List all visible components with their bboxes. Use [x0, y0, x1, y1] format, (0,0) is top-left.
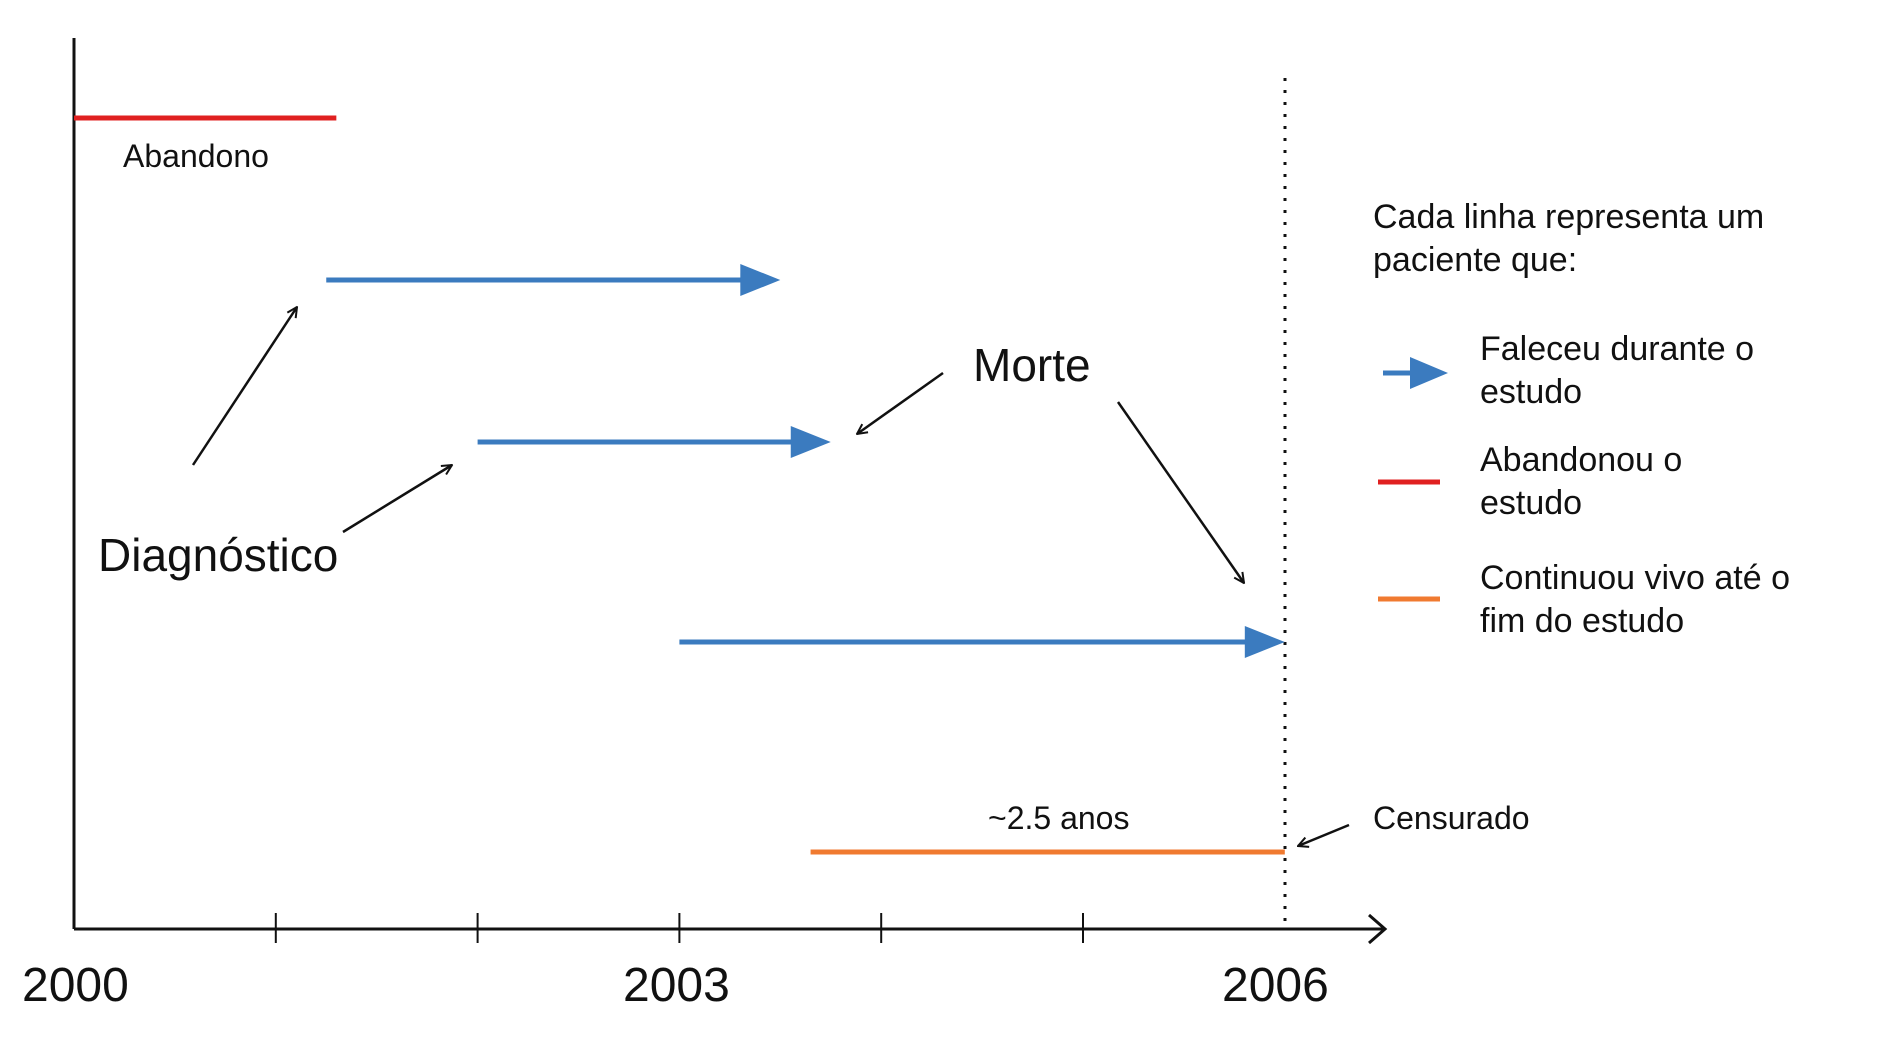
diagnosis-label: Diagnóstico [98, 529, 339, 581]
patient-death-arrowhead-2 [740, 264, 781, 296]
patient-death-arrowhead-4 [1244, 626, 1285, 658]
diagnosis-pointer-1 [191, 307, 297, 466]
censored-label: Censurado [1373, 800, 1530, 836]
x-tick-label-2000: 2000 [22, 959, 129, 1012]
x-tick-label-2003: 2003 [623, 959, 730, 1012]
censored-pointer [1298, 823, 1350, 846]
patient-death-arrowhead-3 [790, 426, 831, 458]
death-label: Morte [973, 339, 1091, 391]
duration-label: ~2.5 anos [988, 800, 1130, 836]
abandono-label: Abandono [123, 138, 269, 174]
x-axis-arrowhead [1368, 913, 1388, 945]
legend-title: Cada linha representa um paciente que: [1373, 198, 1765, 279]
death-pointer-1 [857, 371, 944, 434]
legend-item-abandoned-label: Abandonou o estudo [1480, 441, 1683, 522]
x-axis-ticks [274, 913, 1084, 943]
legend-item-died-label: Faleceu durante o estudo [1480, 330, 1755, 411]
patient-lines [74, 115, 1285, 855]
death-pointer-2 [1116, 401, 1244, 583]
legend-died-arrowhead [1410, 357, 1448, 389]
diagnosis-pointer-2 [342, 465, 452, 534]
legend-item-censored-label: Continuou vivo até o fim do estudo [1480, 559, 1790, 640]
x-tick-label-2006: 2006 [1222, 959, 1329, 1012]
